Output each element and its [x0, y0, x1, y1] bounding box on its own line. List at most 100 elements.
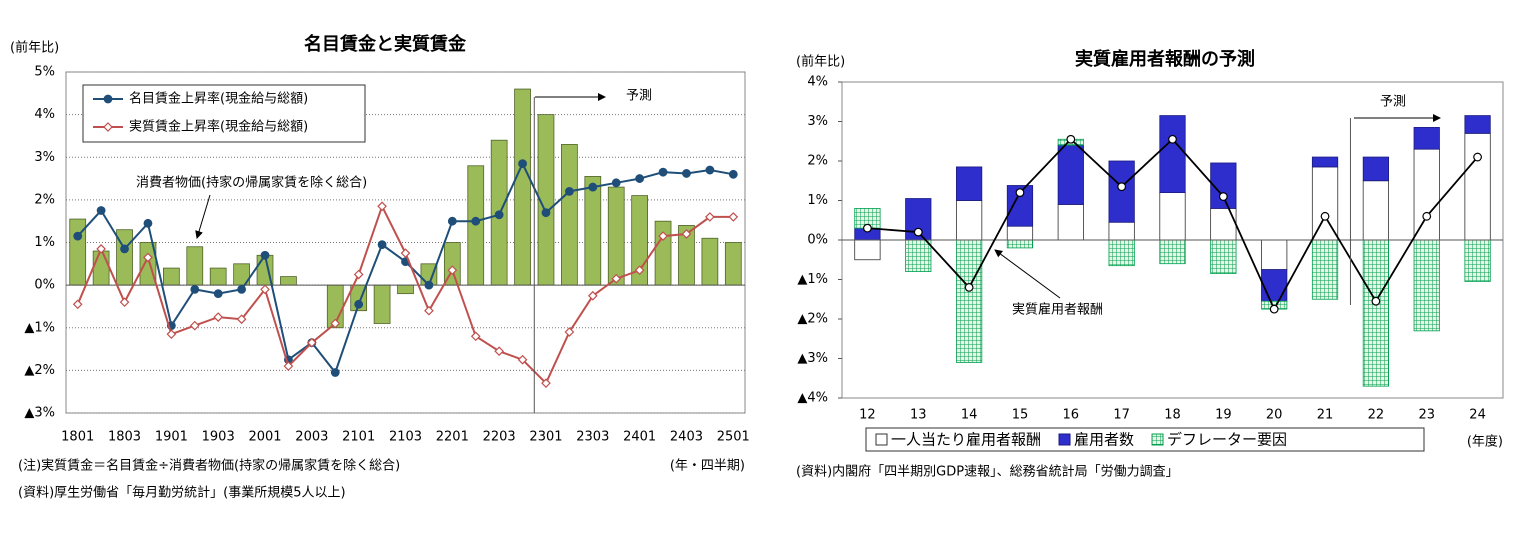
line-marker	[634, 265, 645, 276]
y-tick-label: 2%	[34, 192, 55, 207]
bar	[92, 250, 110, 286]
x-axis-label: (年・四半期)	[670, 459, 745, 474]
bar	[584, 176, 602, 286]
x-tick-label: 2401	[623, 430, 656, 445]
legend-label: デフレーター要因	[1167, 431, 1287, 449]
line-marker	[119, 297, 130, 308]
bar	[1057, 204, 1084, 241]
note: (資料)厚生労働省「毎月勤労統計」(事業所規模5人以上)	[18, 485, 346, 501]
x-tick-label: 1801	[61, 430, 94, 445]
bar	[1159, 192, 1186, 241]
bar	[1311, 239, 1339, 300]
legend-label: 雇用者数	[1074, 431, 1134, 449]
line-marker	[260, 250, 270, 260]
x-tick-label: 2303	[576, 430, 609, 445]
line-marker	[424, 280, 434, 290]
line-marker	[913, 227, 923, 237]
x-tick-label: 2103	[389, 430, 422, 445]
y-tick-label: 0%	[807, 233, 828, 248]
line-marker	[1066, 134, 1076, 144]
bar	[1108, 239, 1135, 267]
bar	[561, 144, 578, 286]
line-marker	[424, 305, 434, 316]
line-marker	[447, 216, 457, 226]
bar	[1159, 239, 1186, 265]
x-tick-label: 13	[910, 408, 927, 423]
y-tick-label: ▲3%	[797, 351, 828, 366]
line-marker	[260, 284, 270, 295]
bar	[607, 186, 625, 286]
x-tick-label: 15	[1012, 408, 1029, 423]
legend-label: 実質賃金上昇率(現金給与総額)	[129, 119, 308, 135]
bar	[280, 276, 297, 286]
line-marker	[705, 165, 715, 175]
x-tick-label: 2201	[436, 430, 469, 445]
line-marker	[564, 327, 575, 337]
x-tick-label: 1803	[108, 430, 141, 445]
y-tick-label: 4%	[34, 107, 55, 122]
y-tick-label: 2%	[807, 154, 828, 169]
bar	[1057, 144, 1084, 205]
x-tick-label: 2001	[248, 430, 281, 445]
y-tick-label: 3%	[34, 150, 55, 165]
bar	[514, 88, 531, 286]
bar	[1464, 239, 1491, 282]
line-marker	[237, 284, 247, 294]
line-marker	[1015, 188, 1025, 198]
line-marker	[635, 174, 645, 183]
line-marker	[470, 331, 481, 342]
line-marker	[541, 378, 551, 389]
bar	[1006, 239, 1034, 249]
chart-title: 名目賃金と実質賃金	[304, 33, 467, 55]
bar	[1210, 239, 1237, 274]
legend-label: 一人当たり雇用者報酬	[891, 431, 1041, 449]
line-marker	[541, 208, 551, 218]
bar	[1413, 127, 1440, 150]
bar	[1261, 269, 1288, 302]
bar	[1464, 115, 1491, 134]
x-tick-label: 2301	[529, 430, 562, 445]
chart-title: 実質雇用者報酬の予測	[1075, 48, 1255, 70]
bar	[854, 239, 881, 261]
line-marker	[213, 289, 223, 299]
line-marker	[1320, 211, 1330, 221]
bar	[1362, 156, 1389, 182]
line-marker	[611, 178, 621, 188]
line-marker	[166, 329, 177, 339]
line-marker	[189, 320, 200, 331]
line-marker	[306, 337, 317, 348]
y-axis-label: (前年比)	[10, 40, 59, 56]
x-tick-label: 2101	[342, 430, 375, 445]
bar	[956, 239, 983, 363]
legend-marker	[103, 94, 113, 104]
line-marker	[658, 167, 668, 177]
y-tick-label: ▲2%	[797, 312, 828, 327]
line-marker	[96, 244, 106, 254]
x-tick-label: 14	[961, 408, 978, 423]
line-marker	[964, 283, 974, 292]
x-tick-label: 17	[1113, 408, 1130, 423]
bar	[1413, 239, 1440, 332]
x-tick-label: 2501	[717, 430, 750, 445]
bar	[163, 267, 180, 286]
y-tick-label: ▲2%	[24, 363, 55, 378]
legend-marker	[103, 122, 113, 132]
bar	[654, 220, 672, 286]
line-marker	[1117, 182, 1127, 192]
x-tick-label: 2203	[483, 430, 516, 445]
y-tick-label: 5%	[34, 65, 55, 80]
y-tick-label: 4%	[807, 75, 828, 90]
y-tick-label: ▲3%	[24, 406, 55, 421]
y-tick-label: ▲1%	[24, 320, 55, 335]
line-marker	[330, 368, 340, 377]
line-marker	[213, 312, 224, 322]
bar	[1108, 221, 1135, 241]
line-marker	[190, 284, 200, 294]
line-marker	[377, 201, 387, 212]
line-marker	[1473, 152, 1482, 162]
line-marker	[611, 273, 622, 284]
line-marker	[1168, 134, 1177, 144]
bar	[701, 237, 719, 286]
line-marker	[96, 206, 106, 215]
